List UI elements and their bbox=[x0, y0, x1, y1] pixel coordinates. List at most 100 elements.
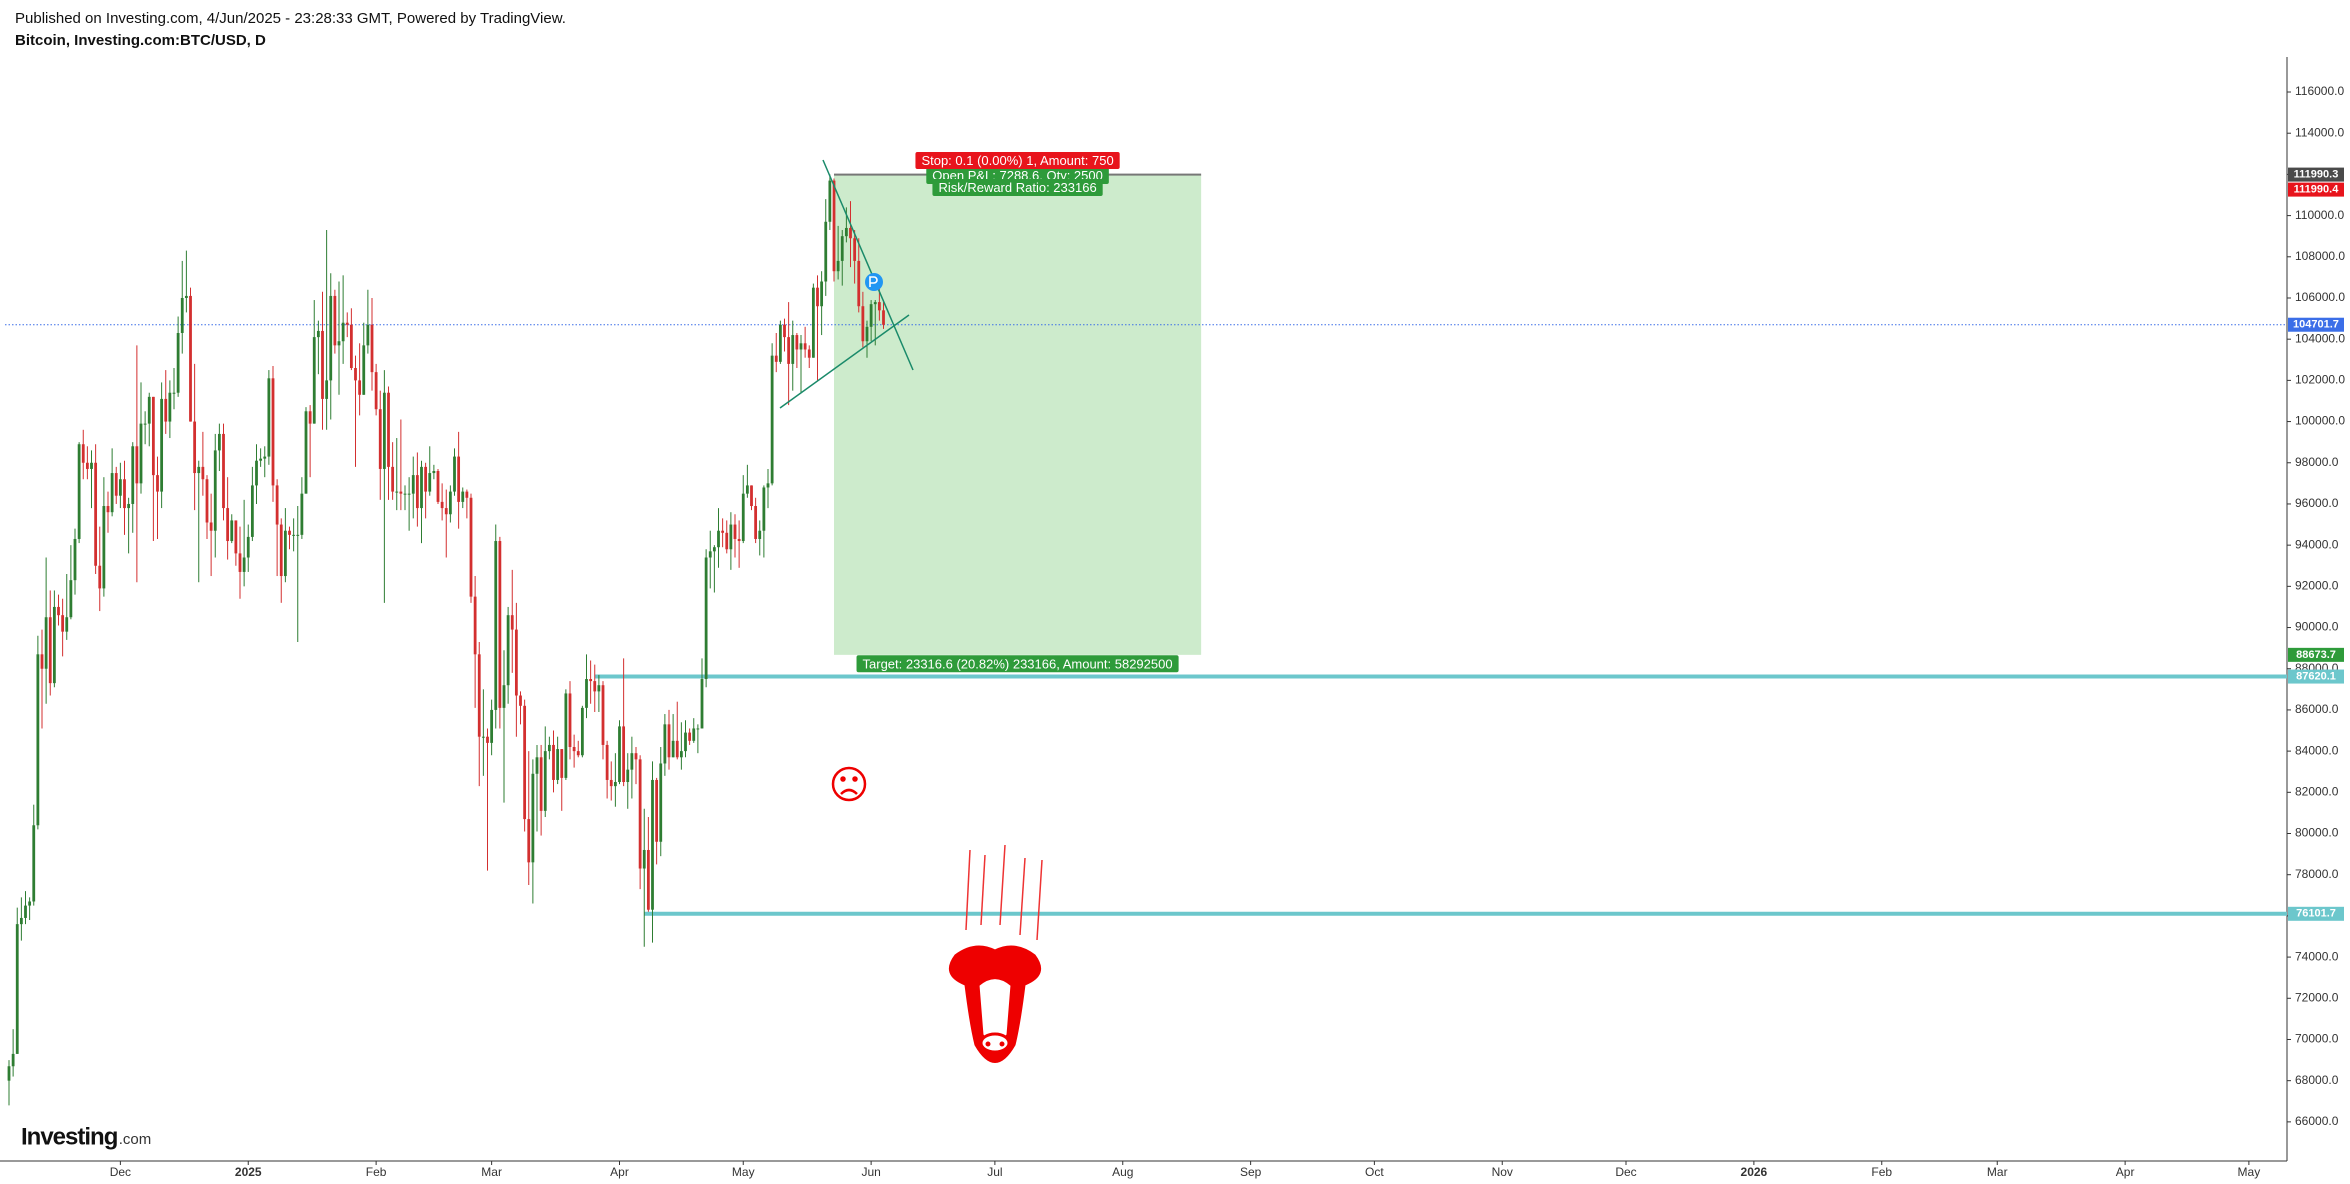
candle-body bbox=[296, 534, 300, 536]
candle-body bbox=[473, 596, 477, 655]
candle-body bbox=[358, 380, 362, 395]
candle-body bbox=[791, 335, 795, 364]
level-price-tag-bg bbox=[2288, 906, 2344, 921]
candle-body bbox=[312, 337, 316, 424]
candle-body bbox=[98, 565, 102, 589]
p-marker-glyph bbox=[869, 276, 878, 287]
candle-body bbox=[539, 757, 543, 811]
candle-body bbox=[267, 378, 271, 457]
candle-body bbox=[803, 343, 807, 350]
candle-body bbox=[164, 398, 168, 422]
candle-body bbox=[510, 615, 514, 630]
candle-body bbox=[238, 553, 242, 572]
candle-body bbox=[737, 538, 741, 542]
candle-body bbox=[882, 310, 885, 325]
candle-body bbox=[432, 471, 436, 474]
candle-body bbox=[11, 1053, 15, 1067]
candle-body bbox=[160, 398, 164, 492]
candle-body bbox=[630, 753, 634, 770]
logo: Investing bbox=[21, 1123, 118, 1150]
candle-body bbox=[316, 330, 320, 338]
candle-body bbox=[391, 466, 395, 492]
candle-body bbox=[77, 444, 81, 539]
candle-body bbox=[807, 349, 811, 358]
candle-body bbox=[354, 368, 357, 381]
candle-body bbox=[840, 236, 844, 261]
candle-body bbox=[733, 524, 737, 539]
candle-body bbox=[242, 557, 246, 572]
candle-body bbox=[651, 779, 654, 910]
candle-body bbox=[477, 654, 481, 737]
y-tick-label: 90000.0 bbox=[2295, 620, 2339, 634]
candle-body bbox=[853, 238, 857, 261]
candle-body bbox=[259, 458, 263, 461]
candle-body bbox=[193, 421, 197, 474]
x-tick-label: Aug bbox=[1112, 1165, 1133, 1179]
candle-body bbox=[873, 302, 877, 305]
candle-body bbox=[514, 629, 518, 696]
y-tick-label: 94000.0 bbox=[2295, 537, 2339, 551]
candle-body bbox=[263, 456, 267, 459]
candle-body bbox=[250, 485, 254, 537]
candle-body bbox=[337, 341, 341, 346]
candle-body bbox=[61, 615, 65, 632]
sad-face bbox=[831, 766, 867, 802]
x-tick-label: Sep bbox=[1240, 1165, 1262, 1179]
candle-body bbox=[288, 530, 291, 535]
y-tick-label: 82000.0 bbox=[2295, 784, 2339, 798]
candle-body bbox=[811, 287, 815, 358]
risk-reward-label: Risk/Reward Ratio: 233166 bbox=[938, 180, 1096, 195]
candle-body bbox=[741, 493, 745, 542]
candle-body bbox=[869, 304, 873, 327]
candle-body bbox=[85, 462, 89, 469]
y-tick-label: 84000.0 bbox=[2295, 743, 2339, 757]
candle-body bbox=[143, 423, 147, 425]
y-tick-label: 116000.0 bbox=[2295, 84, 2344, 98]
candle-body bbox=[576, 751, 580, 756]
candle-body bbox=[209, 522, 213, 531]
candle-body bbox=[44, 617, 48, 669]
candle-body bbox=[24, 905, 27, 918]
candle-body bbox=[613, 782, 617, 787]
candle-body bbox=[531, 773, 535, 863]
candle-body bbox=[816, 287, 819, 307]
candle-body bbox=[543, 751, 547, 811]
candle-body bbox=[688, 732, 692, 741]
candle-body bbox=[329, 295, 333, 381]
x-tick-label: Dec bbox=[110, 1165, 131, 1179]
candle-body bbox=[865, 326, 869, 342]
candle-body bbox=[655, 779, 659, 842]
candle-body bbox=[197, 466, 201, 474]
candle-body bbox=[123, 479, 126, 509]
candle-body bbox=[692, 728, 696, 741]
candle-body bbox=[758, 530, 762, 539]
stop-price-tag-bg bbox=[2288, 182, 2344, 197]
candle-body bbox=[226, 508, 230, 542]
candle-body bbox=[180, 297, 184, 333]
logo-suffix: .com bbox=[119, 1131, 152, 1148]
candle-body bbox=[407, 493, 411, 495]
x-tick-label: Nov bbox=[1492, 1165, 1513, 1179]
candle-body bbox=[729, 524, 733, 550]
target-price-tag-bg bbox=[2288, 647, 2344, 662]
candle-body bbox=[378, 409, 382, 469]
candle-body bbox=[601, 685, 605, 745]
candle-body bbox=[135, 446, 139, 484]
candle-body bbox=[213, 450, 217, 531]
candle-body bbox=[564, 693, 568, 778]
candle-body bbox=[370, 324, 374, 373]
candle-body bbox=[535, 757, 539, 774]
candle-body bbox=[90, 462, 93, 469]
candle-body bbox=[481, 736, 485, 738]
candle-body bbox=[349, 324, 353, 369]
candle-body bbox=[684, 732, 687, 752]
candle-body bbox=[304, 411, 308, 494]
candle-body bbox=[795, 335, 799, 350]
candle-body bbox=[275, 485, 279, 525]
candle-body bbox=[127, 503, 131, 509]
candle-body bbox=[308, 411, 312, 424]
candle-body bbox=[69, 580, 73, 618]
y-tick-label: 100000.0 bbox=[2295, 414, 2345, 428]
candle-body bbox=[52, 606, 56, 684]
trend-line bbox=[779, 314, 910, 409]
